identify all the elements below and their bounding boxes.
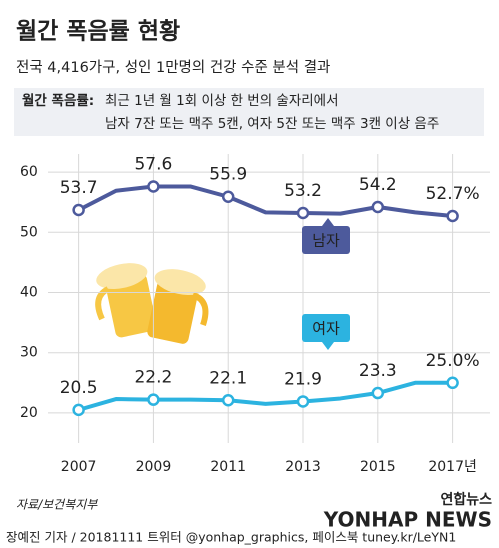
point xyxy=(221,394,235,407)
data-label: 25.0% xyxy=(426,351,480,371)
x-tick-label: 2017년 xyxy=(428,459,477,475)
data-label: 57.6 xyxy=(134,155,172,175)
data-label: 53.2 xyxy=(284,181,322,201)
series-line xyxy=(78,380,453,412)
legend-label: 남자 xyxy=(312,232,340,250)
point xyxy=(72,203,85,217)
logo: 연합뉴스 xyxy=(440,491,492,508)
x-tick-label: 2013 xyxy=(285,459,321,475)
y-tick-label: 20 xyxy=(20,405,38,421)
point xyxy=(147,393,160,406)
point xyxy=(72,403,85,417)
x-tick-label: 2011 xyxy=(210,459,246,475)
data-label: 20.5 xyxy=(60,378,98,398)
point xyxy=(446,376,459,390)
legend-label: 여자 xyxy=(312,320,340,338)
data-label: 23.3 xyxy=(359,361,397,381)
y-tick-label: 60 xyxy=(20,164,38,180)
data-label: 55.9 xyxy=(209,165,247,185)
credit: 장예진 기자 / 20181111 트위터 @yonhap_graphics, … xyxy=(6,530,456,545)
x-tick-label: 2007 xyxy=(61,459,97,475)
point xyxy=(371,386,385,400)
chart-title: 월간 폭음률 현황 xyxy=(16,19,180,45)
x-tick-label: 2015 xyxy=(360,459,396,475)
legend-box xyxy=(302,226,350,254)
x-tick-label: 2009 xyxy=(136,459,172,475)
data-label: 22.2 xyxy=(134,368,172,388)
beer-icon xyxy=(95,263,209,344)
definition-box xyxy=(14,88,484,136)
point xyxy=(371,200,385,214)
legend-pointer xyxy=(322,218,334,226)
data-label: 53.7 xyxy=(60,178,98,198)
series-line xyxy=(77,184,453,219)
data-label: 54.2 xyxy=(359,175,397,195)
point xyxy=(446,209,459,223)
definition-line: 남자 7잔 또는 맥주 5캔, 여자 5잔 또는 맥주 3캔 이상 음주 xyxy=(105,116,439,132)
point xyxy=(221,190,235,203)
y-tick-label: 50 xyxy=(20,224,38,240)
legend-box xyxy=(302,314,350,342)
definition-term: 월간 폭음률: xyxy=(22,92,94,109)
definition-line: 최근 1년 월 1회 이상 한 번의 술자리에서 xyxy=(105,93,339,109)
watermark: YONHAP NEWS xyxy=(323,508,492,532)
point xyxy=(296,206,310,220)
data-label: 52.7% xyxy=(426,184,480,204)
point xyxy=(147,180,160,193)
y-tick-label: 30 xyxy=(20,345,38,361)
data-label: 21.9 xyxy=(284,369,322,389)
chart-subtitle: 전국 4,416가구, 성인 1만명의 건강 수준 분석 결과 xyxy=(16,59,330,76)
point xyxy=(296,395,310,408)
y-tick-label: 40 xyxy=(20,284,38,300)
legend-pointer xyxy=(322,342,334,350)
data-label: 22.1 xyxy=(209,368,247,388)
source: 자료/보건복지부 xyxy=(16,498,98,512)
